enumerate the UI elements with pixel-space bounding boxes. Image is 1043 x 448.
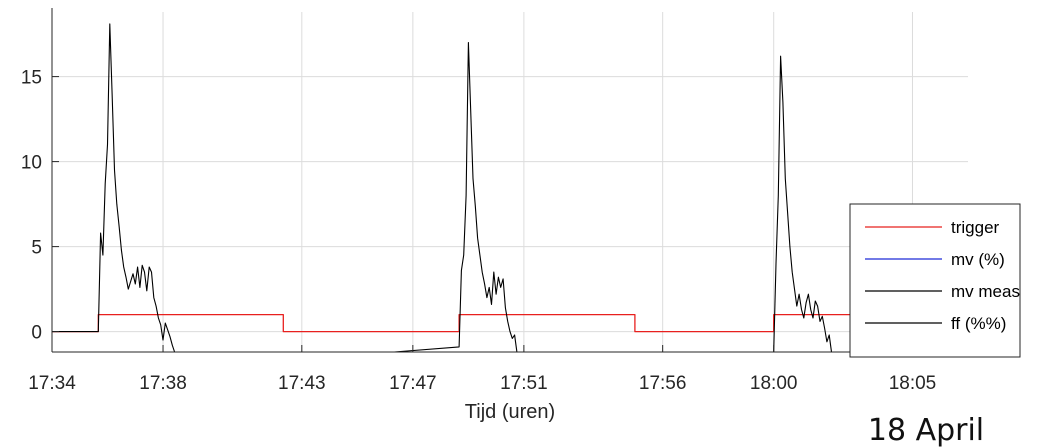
x-tick-label: 17:38 <box>139 373 187 394</box>
x-tick-label: 18:00 <box>750 373 798 394</box>
date-annotation: 18 April <box>868 413 984 448</box>
series-line-mv-meas <box>52 23 176 353</box>
axes: 0 5 10 15 17:34 17:38 17:43 17:47 17:51 17:56 18:0… <box>21 8 968 394</box>
y-tick-label: 10 <box>21 153 42 174</box>
x-tick-label: 17:51 <box>500 373 548 394</box>
x-tick-label: 17:47 <box>389 373 437 394</box>
legend-box <box>849 203 1021 358</box>
plot-area <box>52 23 968 353</box>
legend-entry: ff (%%) <box>951 314 1006 333</box>
y-tick-label: 15 <box>21 68 42 89</box>
x-tick-label: 17:56 <box>639 373 687 394</box>
grid <box>51 12 968 352</box>
y-tick-label: 5 <box>31 238 42 259</box>
x-tick-label: 17:43 <box>278 373 326 394</box>
series-line-ff- <box>394 42 833 353</box>
series-line-trigger <box>52 313 968 333</box>
legend: trigger mv (%) mv meas ff (%%) <box>849 203 1021 358</box>
legend-entry: mv meas <box>951 282 1020 301</box>
x-axis-label: Tijd (uren) <box>465 401 555 423</box>
legend-entry: trigger <box>951 218 1000 237</box>
y-tick-label: 0 <box>31 323 42 344</box>
legend-entry: mv (%) <box>951 250 1005 269</box>
x-tick-label: 18:05 <box>889 373 937 394</box>
x-tick-label: 17:34 <box>28 373 76 394</box>
